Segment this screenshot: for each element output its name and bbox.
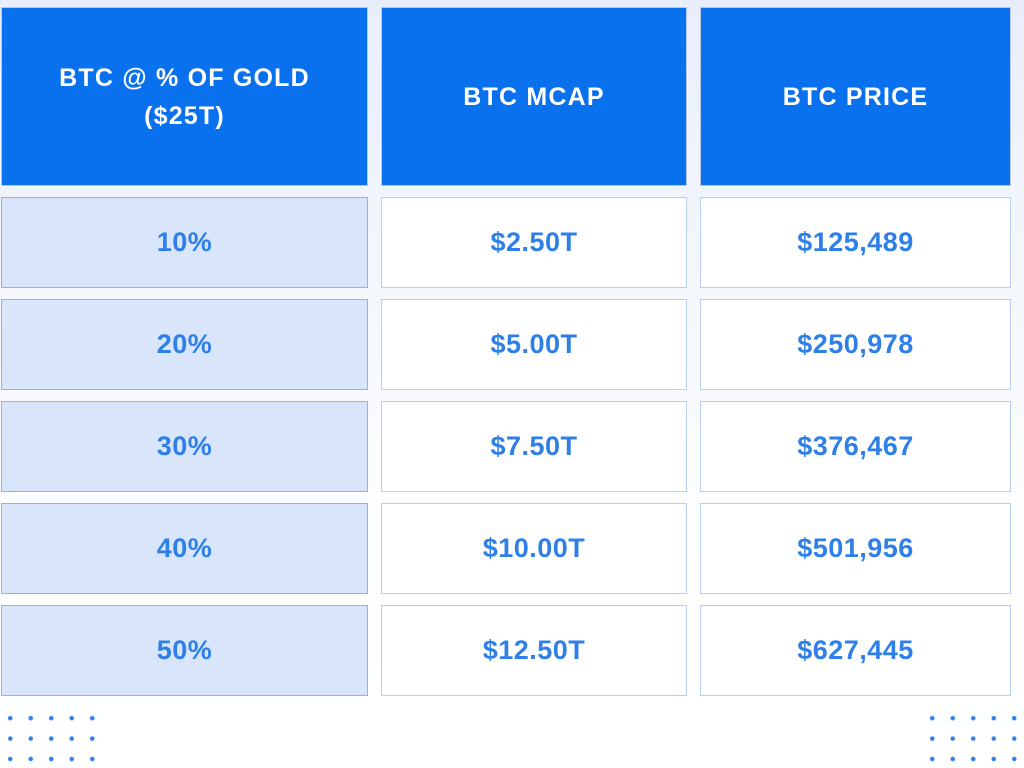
table-cell-price-row2: $250,978 — [700, 299, 1011, 390]
table-cell-mcap-row3: $7.50T — [381, 401, 687, 492]
table-cell-mcap-row2: $5.00T — [381, 299, 687, 390]
table-cell-mcap-row5: $12.50T — [381, 605, 687, 696]
dot-grid-decoration-right — [922, 708, 1024, 768]
table-cell-mcap-row4: $10.00T — [381, 503, 687, 594]
table-cell-pct-row1: 10% — [1, 197, 368, 288]
table-cell-pct-row3: 30% — [1, 401, 368, 492]
column-header-btc-price: BTC PRICE — [700, 7, 1011, 186]
column-header-btc-mcap-label: BTC MCAP — [463, 82, 605, 111]
table-cell-price-row1: $125,489 — [700, 197, 1011, 288]
table-cell-price-row5: $627,445 — [700, 605, 1011, 696]
table-cell-mcap-row1: $2.50T — [381, 197, 687, 288]
column-header-btc-mcap: BTC MCAP — [381, 7, 687, 186]
table-cell-price-row4: $501,956 — [700, 503, 1011, 594]
btc-gold-comparison-table: BTC @ % OF GOLD ($25T) BTC MCAP BTC PRIC… — [1, 7, 1011, 696]
table-cell-pct-row4: 40% — [1, 503, 368, 594]
table-cell-pct-row2: 20% — [1, 299, 368, 390]
table-cell-pct-row5: 50% — [1, 605, 368, 696]
column-header-btc-price-label: BTC PRICE — [782, 82, 929, 111]
column-header-pct-of-gold: BTC @ % OF GOLD ($25T) — [1, 7, 368, 186]
dot-grid-decoration-left — [0, 708, 103, 768]
table-cell-price-row3: $376,467 — [700, 401, 1011, 492]
column-header-pct-of-gold-label: BTC @ % OF GOLD ($25T) — [59, 63, 310, 130]
